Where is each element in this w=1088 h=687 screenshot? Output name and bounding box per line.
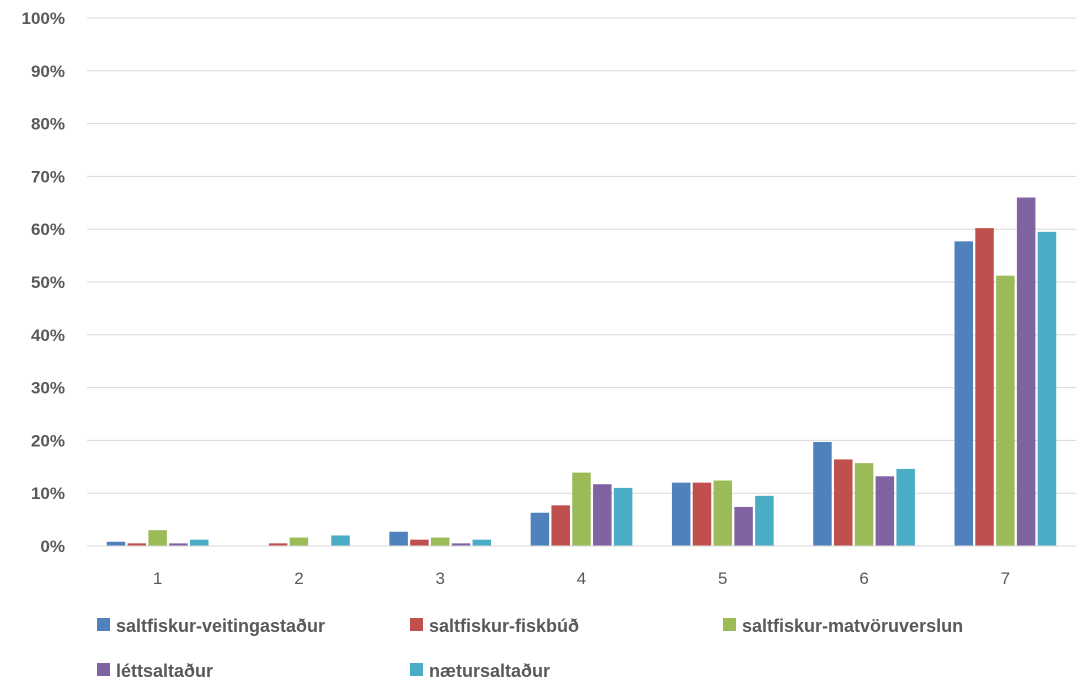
bar [896,468,915,546]
legend-item: léttsaltaður [97,661,213,681]
y-tick-label: 0% [40,537,65,556]
bar [451,543,471,546]
legend-label: saltfiskur-veitingastaður [116,616,325,636]
bar [551,505,570,546]
y-tick-label: 60% [31,220,65,239]
bar [430,537,450,546]
bar [106,541,126,546]
y-tick-label: 40% [31,326,65,345]
bar [954,241,974,546]
y-tick-label: 70% [31,167,65,186]
bar [713,480,733,546]
bar [127,543,147,546]
legend-label: nætursaltaður [429,661,550,681]
bar [875,476,895,546]
x-tick-label: 2 [294,569,303,588]
bar [593,484,612,546]
legend-swatch [410,663,423,676]
bar [996,275,1015,546]
bar [572,472,591,546]
y-tick-label: 50% [31,273,65,292]
x-axis-tick-labels: 1 2 3 4 5 6 7 [153,569,1010,588]
bar [692,482,712,546]
bar [1016,197,1036,546]
bar [268,543,288,546]
y-tick-label: 80% [31,115,65,134]
bar [169,543,188,546]
legend-label: saltfiskur-matvöruverslun [742,616,963,636]
x-tick-label: 1 [153,569,162,588]
bar [472,539,492,546]
x-tick-label: 3 [435,569,444,588]
legend-item: saltfiskur-matvöruverslun [723,616,963,636]
bar [834,459,853,546]
bar [289,537,309,546]
legend-swatch [723,618,736,631]
y-axis-tick-labels: 0% 10% 20% 30% 40% 50% 60% 70% 80% 90% 100% [22,9,65,556]
bar [389,531,408,546]
x-tick-label: 5 [718,569,727,588]
bar [1037,231,1057,546]
legend-swatch [97,618,110,631]
y-tick-label: 30% [31,379,65,398]
bar [410,539,429,546]
bar [613,487,633,546]
y-tick-label: 90% [31,62,65,81]
gridlines [87,17,1076,494]
y-tick-label: 20% [31,431,65,450]
y-tick-label: 10% [31,484,65,503]
bar [813,441,832,546]
legend-swatch [410,618,423,631]
bar [734,506,753,546]
x-tick-label: 6 [859,569,868,588]
legend-item: saltfiskur-fiskbúð [410,616,579,636]
bar [530,512,550,546]
bar [331,535,350,546]
bar [755,495,774,546]
bar [671,482,691,546]
x-tick-label: 7 [1001,569,1010,588]
x-tick-label: 4 [577,569,586,588]
legend-item: nætursaltaður [410,661,550,681]
legend: saltfiskur-veitingastaður saltfiskur-fisk… [97,616,963,681]
y-tick-label: 100% [22,9,65,28]
bars [106,197,1057,547]
legend-swatch [97,663,110,676]
legend-item: saltfiskur-veitingastaður [97,616,325,636]
bar [975,228,994,547]
bar [148,530,167,546]
legend-label: saltfiskur-fiskbúð [429,616,579,636]
legend-label: léttsaltaður [116,661,213,681]
bar [854,463,874,546]
bar [189,539,209,546]
